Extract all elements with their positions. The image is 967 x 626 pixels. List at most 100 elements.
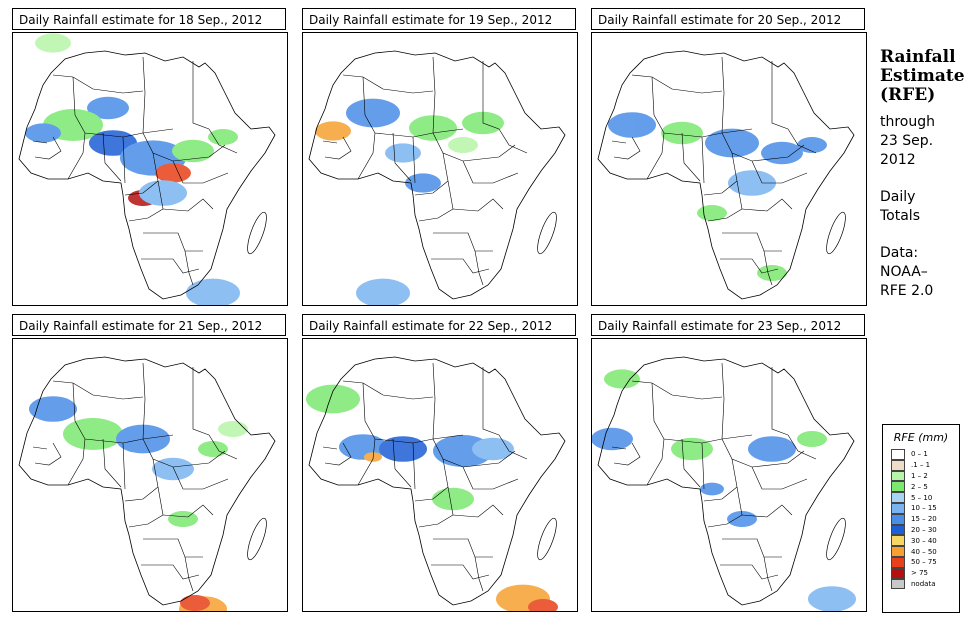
country-border [67, 438, 86, 486]
map-background [13, 339, 287, 611]
legend-swatch [891, 567, 905, 579]
totals-label: Totals [880, 208, 920, 224]
country-border [208, 434, 238, 460]
country-border [631, 74, 723, 94]
country-border [722, 232, 782, 252]
country-border [418, 486, 454, 528]
panel-title: Daily Rainfall estimate for 19 Sep., 201… [302, 8, 576, 30]
legend-swatch [891, 578, 905, 590]
rainfall-blob [448, 137, 478, 153]
daily-label: Daily [880, 189, 916, 205]
legend-item: 30 – 40 [891, 535, 959, 547]
country-border [721, 56, 725, 134]
map-panel: Daily Rainfall estimate for 21 Sep., 201… [12, 314, 288, 612]
africa-map [12, 32, 288, 306]
legend-swatch [891, 535, 905, 547]
legend-label: 50 – 75 [911, 558, 937, 567]
rainfall-blob [797, 137, 827, 153]
country-border [703, 458, 738, 502]
country-border [721, 132, 805, 162]
country-border [720, 258, 779, 274]
map-background [592, 33, 866, 305]
data-source: NOAA– [880, 264, 928, 280]
country-border [414, 152, 449, 196]
rainfall-blob [592, 427, 633, 451]
rainfall-map [592, 339, 866, 611]
map-panel: Daily Rainfall estimate for 18 Sep., 201… [12, 8, 288, 306]
country-border [67, 132, 86, 180]
legend-item: 2 – 5 [891, 481, 959, 493]
heading-line: (RFE) [880, 85, 936, 105]
country-border [162, 198, 214, 212]
rainfall-blob [604, 369, 640, 389]
country-border [646, 438, 665, 486]
madagascar [537, 211, 557, 255]
madagascar [247, 211, 267, 255]
country-border [52, 380, 144, 400]
country-border [613, 442, 641, 466]
legend-swatch [891, 513, 905, 525]
country-border [787, 434, 817, 460]
rainfall-blob [757, 265, 787, 281]
country-border [741, 198, 793, 212]
rainfall-map [13, 339, 287, 611]
africa-map [591, 338, 867, 612]
panel-title: Daily Rainfall estimate for 23 Sep., 201… [591, 314, 865, 336]
rainfall-blob [608, 112, 656, 138]
legend-item: 40 – 50 [891, 546, 959, 557]
legend-label: 1 – 2 [911, 471, 928, 480]
country-border [432, 362, 436, 440]
rainfall-blob [761, 141, 803, 165]
rainfall-blob [797, 431, 827, 447]
country-border [342, 380, 434, 400]
legend-swatch [891, 502, 905, 514]
country-border [172, 160, 229, 184]
rainfall-blob [315, 121, 351, 141]
heading-line: Rainfall [880, 47, 956, 67]
country-border [722, 538, 782, 558]
rainfall-blob [356, 278, 410, 305]
country-border [433, 232, 493, 252]
coastline [597, 50, 855, 300]
country-border [72, 382, 174, 444]
country-border [631, 380, 723, 400]
rainfall-blob [208, 129, 238, 145]
coastline [308, 50, 566, 300]
country-border [412, 442, 416, 490]
rainfall-blob [727, 511, 757, 527]
africa-map [12, 338, 288, 612]
map-background [303, 33, 577, 305]
rainfall-blob [139, 180, 187, 206]
country-border [142, 132, 226, 162]
country-border [52, 74, 144, 94]
country-border [142, 438, 226, 468]
country-border [392, 438, 412, 488]
rainfall-blob [29, 396, 77, 422]
map-background [592, 339, 866, 611]
country-border [141, 564, 200, 580]
country-border [474, 250, 484, 286]
country-border [432, 56, 436, 134]
rainfall-blob [25, 123, 61, 143]
rainfall-blob [728, 170, 776, 196]
country-border [452, 198, 504, 212]
country-border [418, 180, 454, 222]
map-panel: Daily Rainfall estimate for 22 Sep., 201… [302, 314, 578, 612]
country-border [763, 556, 773, 592]
country-border [34, 136, 62, 160]
country-border [432, 438, 516, 468]
legend-label: 15 – 20 [911, 515, 937, 524]
data-label: Data: [880, 245, 919, 261]
legend-item: 5 – 10 [891, 492, 959, 503]
data-version: RFE 2.0 [880, 283, 934, 299]
legend-swatch [891, 459, 905, 471]
country-border [357, 132, 376, 180]
country-border [771, 367, 789, 436]
country-border [324, 442, 352, 466]
side-caption: Rainfall Estimate (RFE) through 23 Sep. … [880, 48, 965, 301]
rainfall-map [303, 33, 577, 305]
country-border [703, 152, 738, 196]
legend-title: RFE (mm) [893, 431, 949, 444]
country-border [357, 438, 376, 486]
